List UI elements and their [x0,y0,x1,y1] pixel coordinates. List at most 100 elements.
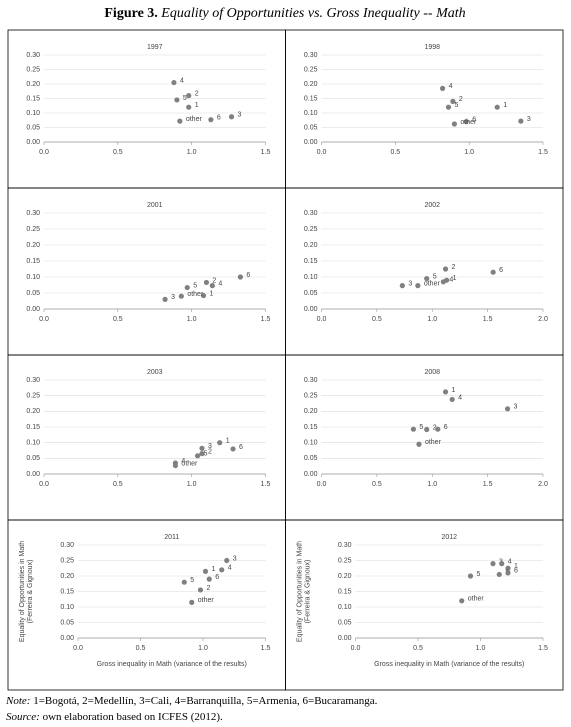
x-tick-label: 0.5 [372,481,382,488]
y-axis-label: Equality of Opportunities in Math [19,541,26,642]
point [490,269,496,275]
x-tick-label: 1.0 [427,316,437,323]
x-tick-label: 0.5 [113,316,123,323]
point [424,276,430,282]
point [181,579,187,585]
point [505,565,511,571]
point-label: 4 [449,277,453,284]
point [177,118,183,124]
y-tick-label: 0.20 [26,408,40,415]
y-tick-label: 0.20 [304,242,318,249]
y-tick-label: 0.30 [304,210,318,217]
y-tick-label: 0.15 [26,424,40,431]
y-tick-label: 0.10 [338,604,352,611]
figure-title: Figure 3. Equality of Opportunities vs. … [104,6,465,21]
point [467,573,474,579]
y-axis-label: (Ferreira & Gignoux) [27,560,34,624]
y-tick-label: 0.20 [26,81,40,88]
y-tick-label: 0.25 [60,557,74,564]
point [202,568,209,574]
point-label: other [198,597,215,604]
y-tick-label: 0.00 [26,139,40,146]
point-label: 2 [195,90,199,97]
y-axis-label: Equality of Opportunities in Math [296,541,303,642]
point-label: other [186,116,203,123]
y-tick-label: 0.00 [304,471,318,478]
chart-title: 2011 [164,534,179,541]
point [230,446,236,452]
y-tick-label: 0.05 [26,290,40,297]
y-tick-label: 0.15 [304,424,318,431]
point-label: 1 [195,102,199,109]
point-label: 5 [454,102,458,109]
point-label: 1 [503,102,507,109]
y-tick-label: 0.25 [338,557,352,564]
point-label: other [425,439,442,446]
point-label: 6 [514,568,518,575]
figure-label: Figure 3. [104,6,157,21]
x-tick-label: 1.5 [538,645,548,652]
y-tick-label: 0.05 [304,455,318,462]
point-label: 5 [183,95,187,102]
point-label: other [181,460,198,467]
point [399,283,405,289]
y-tick-label: 0.30 [26,377,40,384]
y-tick-label: 0.25 [304,393,318,400]
y-tick-label: 0.25 [26,66,40,73]
source-label: Source: [6,711,40,723]
point [186,93,192,99]
y-tick-label: 0.30 [338,542,352,549]
point-label: other [460,119,477,126]
x-tick-label: 0.0 [317,149,327,156]
point [459,598,465,604]
x-tick-label: 0.5 [113,481,123,488]
point [186,104,192,110]
y-tick-label: 0.05 [304,124,318,131]
point [424,426,430,433]
y-tick-label: 0.25 [304,226,318,233]
point [203,279,210,286]
point [410,426,417,432]
y-tick-label: 0.00 [26,471,40,478]
y-tick-label: 0.15 [304,258,318,265]
y-tick-label: 0.15 [304,95,318,102]
y-tick-label: 0.25 [26,393,40,400]
point-label: 4 [180,77,184,84]
y-tick-label: 0.00 [304,306,318,313]
y-tick-label: 0.25 [304,66,318,73]
point-label: 2 [207,585,211,592]
chart-title: 2008 [424,369,440,376]
y-tick-label: 0.15 [338,588,352,595]
point-label: 3 [238,112,242,119]
x-tick-label: 1.0 [427,481,437,488]
x-tick-label: 0.0 [317,481,327,488]
note-text: 1=Bogotá, 2=Medellín, 3=Cali, 4=Barranqu… [33,695,377,707]
point [450,98,456,104]
note: Note: 1=Bogotá, 2=Medellín, 3=Cali, 4=Ba… [5,695,378,707]
point-label: 5 [204,451,208,458]
y-tick-label: 0.20 [60,573,74,580]
y-tick-label: 0.00 [338,635,352,642]
point-label: 6 [246,272,250,279]
x-axis-label: Gross inequality in Math (variance of th… [97,661,247,668]
point-label: 4 [228,565,232,572]
point [178,293,184,299]
point [162,296,168,302]
point-label: 1 [212,566,216,573]
x-tick-label: 0.5 [136,645,146,652]
point-label: 3 [171,294,175,301]
y-tick-label: 0.05 [304,290,318,297]
chart-title: 2001 [147,202,163,209]
chart-title: 2012 [441,534,457,541]
y-tick-label: 0.05 [338,619,352,626]
point-label: 1 [452,387,456,394]
title: Equality of Opportunities vs. Gross Ineq… [160,6,465,21]
point-label: 6 [215,574,219,581]
x-tick-label: 1.5 [261,645,271,652]
chart-title: 1997 [147,44,163,51]
source: Source: own elaboration based on ICFES (… [6,711,223,723]
point [209,283,215,289]
point [445,104,452,110]
x-tick-label: 0.5 [113,149,123,156]
point-label: 1 [453,275,457,282]
